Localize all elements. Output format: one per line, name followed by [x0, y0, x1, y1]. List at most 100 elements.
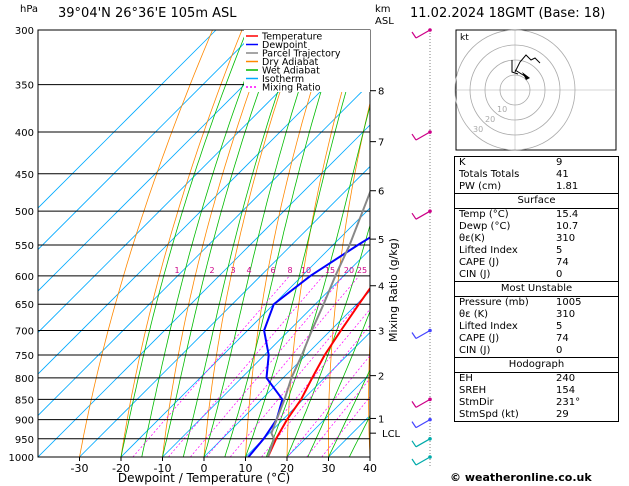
- wet-adiabat-line: [141, 30, 264, 457]
- dry-adiabat-line: [619, 30, 629, 457]
- pressure-tick-label: 850: [15, 395, 34, 406]
- km-tick-label: 8: [378, 87, 384, 98]
- series-parcel-trajectory: [266, 189, 370, 457]
- mixing-ratio-label: 6: [270, 266, 275, 275]
- pressure-tick-label: 600: [15, 272, 34, 283]
- wind-barb: [415, 398, 431, 408]
- mixing-ratio-line: [190, 275, 345, 457]
- wet-adiabat-line: [307, 310, 370, 457]
- pressure-unit: hPa: [20, 4, 39, 15]
- wind-barb-dot: [428, 328, 432, 333]
- km-tick-label: 5: [378, 235, 384, 246]
- legend-label: Isotherm: [262, 74, 304, 85]
- km-tick-label: 6: [378, 187, 384, 198]
- dry-adiabat-line: [368, 332, 370, 457]
- wind-barb: [415, 438, 431, 448]
- wind-barb: [411, 421, 417, 428]
- wet-adiabat-line: [162, 30, 282, 457]
- wind-barb: [411, 440, 417, 448]
- legend-label: Temperature: [261, 32, 322, 43]
- mixing-ratio-label: 10: [301, 266, 311, 275]
- index-row: Totals Totals 41: [459, 169, 569, 180]
- x-tick-label: -30: [71, 462, 89, 475]
- wind-barb-dot: [428, 437, 432, 441]
- hodograph-ring-label: 10: [497, 105, 507, 114]
- wind-barb: [415, 131, 431, 141]
- wind-barb-dot: [428, 417, 432, 422]
- pressure-tick-label: 350: [15, 81, 34, 92]
- isotherm-line: [245, 331, 370, 457]
- wind-barb: [411, 332, 417, 339]
- isotherm-line: [38, 30, 341, 334]
- mixing-ratio-label: 25: [357, 266, 367, 275]
- surface-title: Surface: [455, 194, 618, 209]
- mixing-ratio-label: 20: [344, 266, 354, 275]
- wet-adiabat-line: [203, 30, 320, 457]
- wind-barb-dot: [428, 455, 432, 459]
- isotherm-line: [162, 248, 370, 457]
- wind-barb: [411, 458, 417, 466]
- hodograph-ring-label: 30: [473, 125, 483, 134]
- x-tick-label: 0: [201, 462, 208, 475]
- isotherm-line: [38, 30, 217, 209]
- wet-adiabat-line: [328, 368, 370, 457]
- km-tick-label: 4: [378, 282, 384, 293]
- km-tick-label: 2: [378, 372, 384, 383]
- mixing-ratio-line: [206, 275, 360, 457]
- pressure-tick-label: 500: [15, 207, 34, 218]
- wind-barb-dot: [428, 209, 432, 213]
- hodograph-section: Hodograph EH 240 SREH 154 StmDir 231° StmSp…: [455, 357, 618, 421]
- most-unstable-title: Most Unstable: [455, 282, 618, 297]
- pressure-tick-label: 800: [15, 374, 34, 385]
- wind-barb-dot: [428, 397, 432, 402]
- pressure-tick-label: 700: [15, 327, 34, 338]
- series-dewpoint: [247, 236, 370, 457]
- wet-adiabat-line: [265, 104, 370, 457]
- most-unstable-section: Most Unstable Pressure (mb) 1005 θε (K) 31…: [455, 281, 618, 357]
- wind-barb: [411, 133, 417, 141]
- copyright: © weatheronline.co.uk: [450, 471, 592, 484]
- storm-motion-line: [514, 69, 529, 79]
- pressure-tick-label: 300: [15, 26, 34, 37]
- x-tick-label: 20: [280, 462, 294, 475]
- pressure-tick-label: 750: [15, 351, 34, 362]
- hodograph-trace: [511, 60, 519, 75]
- x-tick-label: 30: [322, 462, 336, 475]
- location-title: 39°04'N 26°36'E 105m ASL: [58, 6, 237, 21]
- mixing-ratio-line: [287, 355, 370, 457]
- hodograph-title: Hodograph: [455, 358, 618, 373]
- mixing-ratio-label: 2: [209, 266, 214, 275]
- x-tick-label: 40: [363, 462, 377, 475]
- pressure-tick-label: 650: [15, 300, 34, 311]
- legend-label: Dry Adiabat: [262, 57, 319, 68]
- mixing-ratio-label: 4: [246, 266, 251, 275]
- isotherm-line: [38, 124, 370, 457]
- pressure-tick-label: 550: [15, 241, 34, 252]
- x-tick-label: -10: [154, 462, 172, 475]
- x-tick-label: -20: [112, 462, 130, 475]
- mixing-ratio-line: [168, 275, 324, 457]
- index-row: PW (cm) 1.81: [459, 181, 579, 192]
- plot-area: [38, 30, 629, 457]
- legend-box: [244, 30, 370, 92]
- wind-barb: [415, 456, 431, 466]
- mixing-ratio-label: 1: [174, 266, 179, 275]
- wind-barb-dot: [428, 28, 432, 32]
- legend-label: Mixing Ratio: [262, 83, 321, 94]
- isotherm-line: [203, 290, 370, 457]
- km-unit: km: [375, 4, 391, 15]
- legend-label: Dewpoint: [262, 40, 307, 51]
- pressure-tick-label: 950: [15, 435, 34, 446]
- wind-barb: [411, 212, 417, 220]
- dry-adiabat-line: [408, 30, 448, 457]
- wind-barb: [415, 29, 431, 39]
- km-tick-label: 1: [378, 414, 384, 425]
- lcl-label: LCL: [382, 429, 401, 440]
- wind-barb: [415, 210, 431, 220]
- km-tick-label: 7: [378, 138, 384, 149]
- mixing-ratio-axis-label: Mixing Ratio (g/kg): [387, 238, 400, 342]
- wind-barb: [415, 329, 431, 340]
- isotherm-line: [38, 30, 300, 292]
